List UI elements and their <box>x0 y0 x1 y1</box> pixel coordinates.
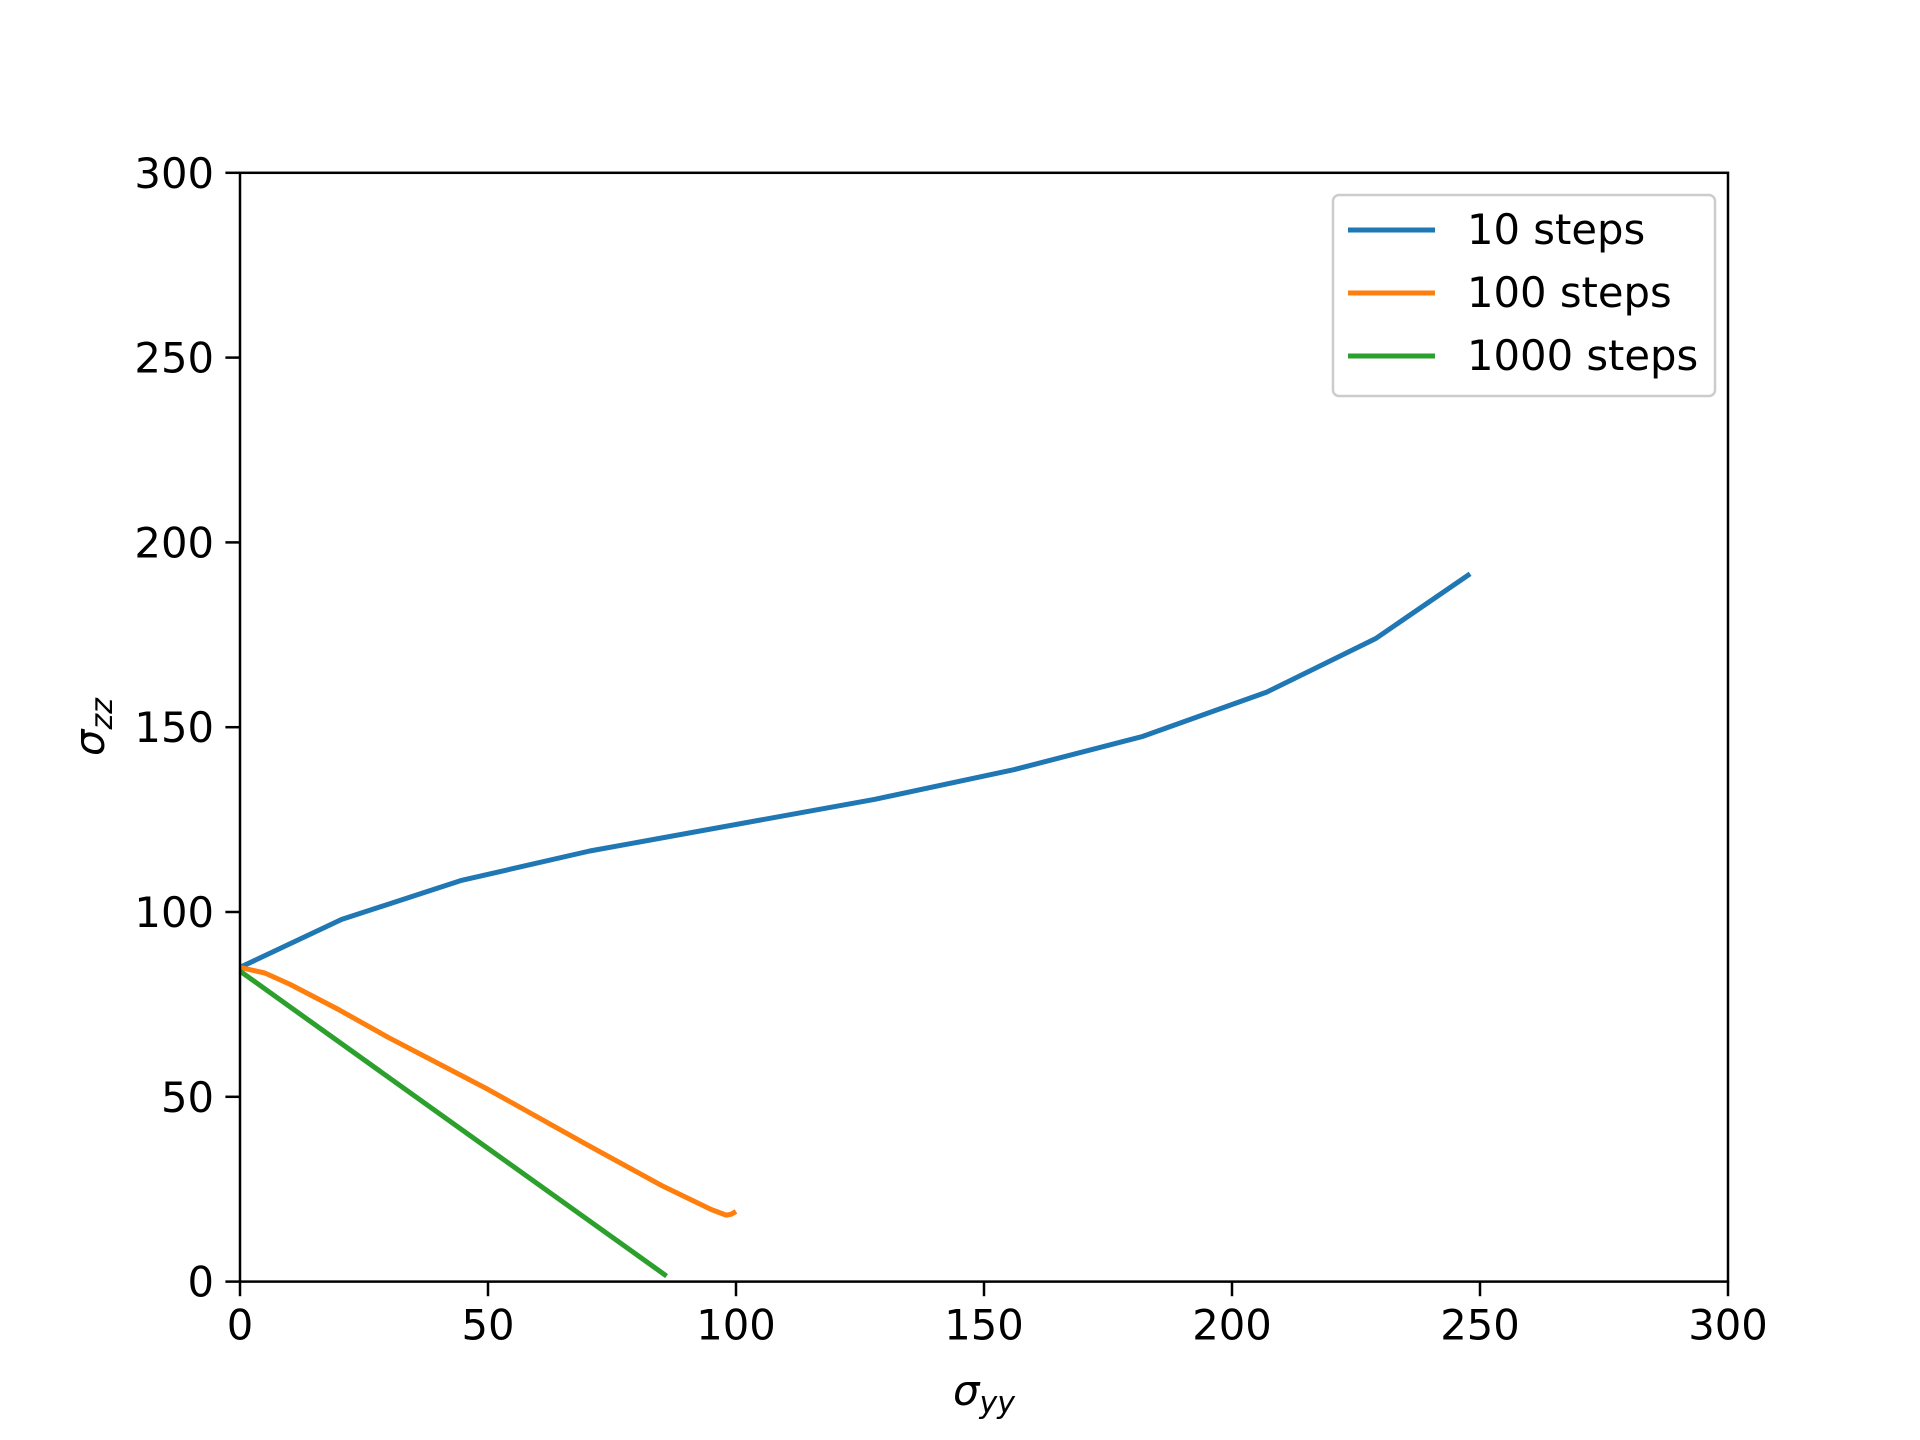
x-tick-label: 200 <box>1192 1301 1272 1350</box>
y-tick-label: 50 <box>161 1073 214 1122</box>
y-tick-label: 300 <box>134 149 214 198</box>
series-line-100-steps <box>239 964 738 1218</box>
y-tick-label: 200 <box>134 518 214 567</box>
ticks-layer: 0 50 100 150 200 250 300 0 50 100 150 200 250 300 <box>134 149 1767 1350</box>
y-tick-label: 100 <box>134 888 214 937</box>
series-layer <box>238 571 1472 1279</box>
y-axis-label: σzz <box>65 697 120 756</box>
legend: 10 steps 100 steps 1000 steps <box>1331 193 1717 398</box>
x-tick-label: 0 <box>227 1301 254 1350</box>
legend-label-10-steps: 10 steps <box>1467 205 1645 254</box>
series-line-1000-steps <box>238 969 669 1279</box>
y-tick-label: 250 <box>134 334 214 383</box>
y-tick-label: 0 <box>187 1258 214 1307</box>
x-tick-label: 50 <box>461 1301 514 1350</box>
x-tick-label: 150 <box>944 1301 1024 1350</box>
legend-label-1000-steps: 1000 steps <box>1467 331 1698 380</box>
x-axis-label: σyy <box>953 1366 1016 1421</box>
x-tick-label: 300 <box>1688 1301 1768 1350</box>
y-tick-label: 150 <box>134 703 214 752</box>
legend-box <box>1331 193 1717 398</box>
series-line-10-steps <box>238 571 1472 970</box>
x-tick-label: 100 <box>696 1301 776 1350</box>
x-tick-label: 250 <box>1440 1301 1520 1350</box>
legend-label-100-steps: 100 steps <box>1467 268 1672 317</box>
